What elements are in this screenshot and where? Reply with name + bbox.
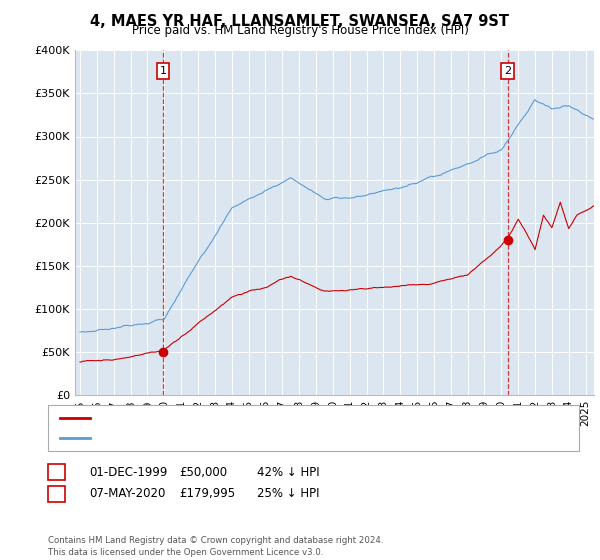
- Text: 1: 1: [160, 66, 166, 76]
- Text: £179,995: £179,995: [179, 487, 235, 501]
- Text: 07-MAY-2020: 07-MAY-2020: [89, 487, 165, 501]
- Text: Contains HM Land Registry data © Crown copyright and database right 2024.
This d: Contains HM Land Registry data © Crown c…: [48, 536, 383, 557]
- Text: 4, MAES YR HAF, LLANSAMLET, SWANSEA, SA7 9ST (detached house): 4, MAES YR HAF, LLANSAMLET, SWANSEA, SA7…: [97, 413, 458, 423]
- Text: 42% ↓ HPI: 42% ↓ HPI: [257, 465, 319, 479]
- Text: Price paid vs. HM Land Registry's House Price Index (HPI): Price paid vs. HM Land Registry's House …: [131, 24, 469, 37]
- Text: £50,000: £50,000: [179, 465, 227, 479]
- Text: 4, MAES YR HAF, LLANSAMLET, SWANSEA, SA7 9ST: 4, MAES YR HAF, LLANSAMLET, SWANSEA, SA7…: [91, 14, 509, 29]
- Text: 2: 2: [504, 66, 511, 76]
- Text: 01-DEC-1999: 01-DEC-1999: [89, 465, 167, 479]
- Text: 25% ↓ HPI: 25% ↓ HPI: [257, 487, 319, 501]
- Text: HPI: Average price, detached house, Swansea: HPI: Average price, detached house, Swan…: [97, 433, 337, 443]
- Text: 1: 1: [53, 465, 60, 479]
- Text: 2: 2: [53, 487, 60, 501]
